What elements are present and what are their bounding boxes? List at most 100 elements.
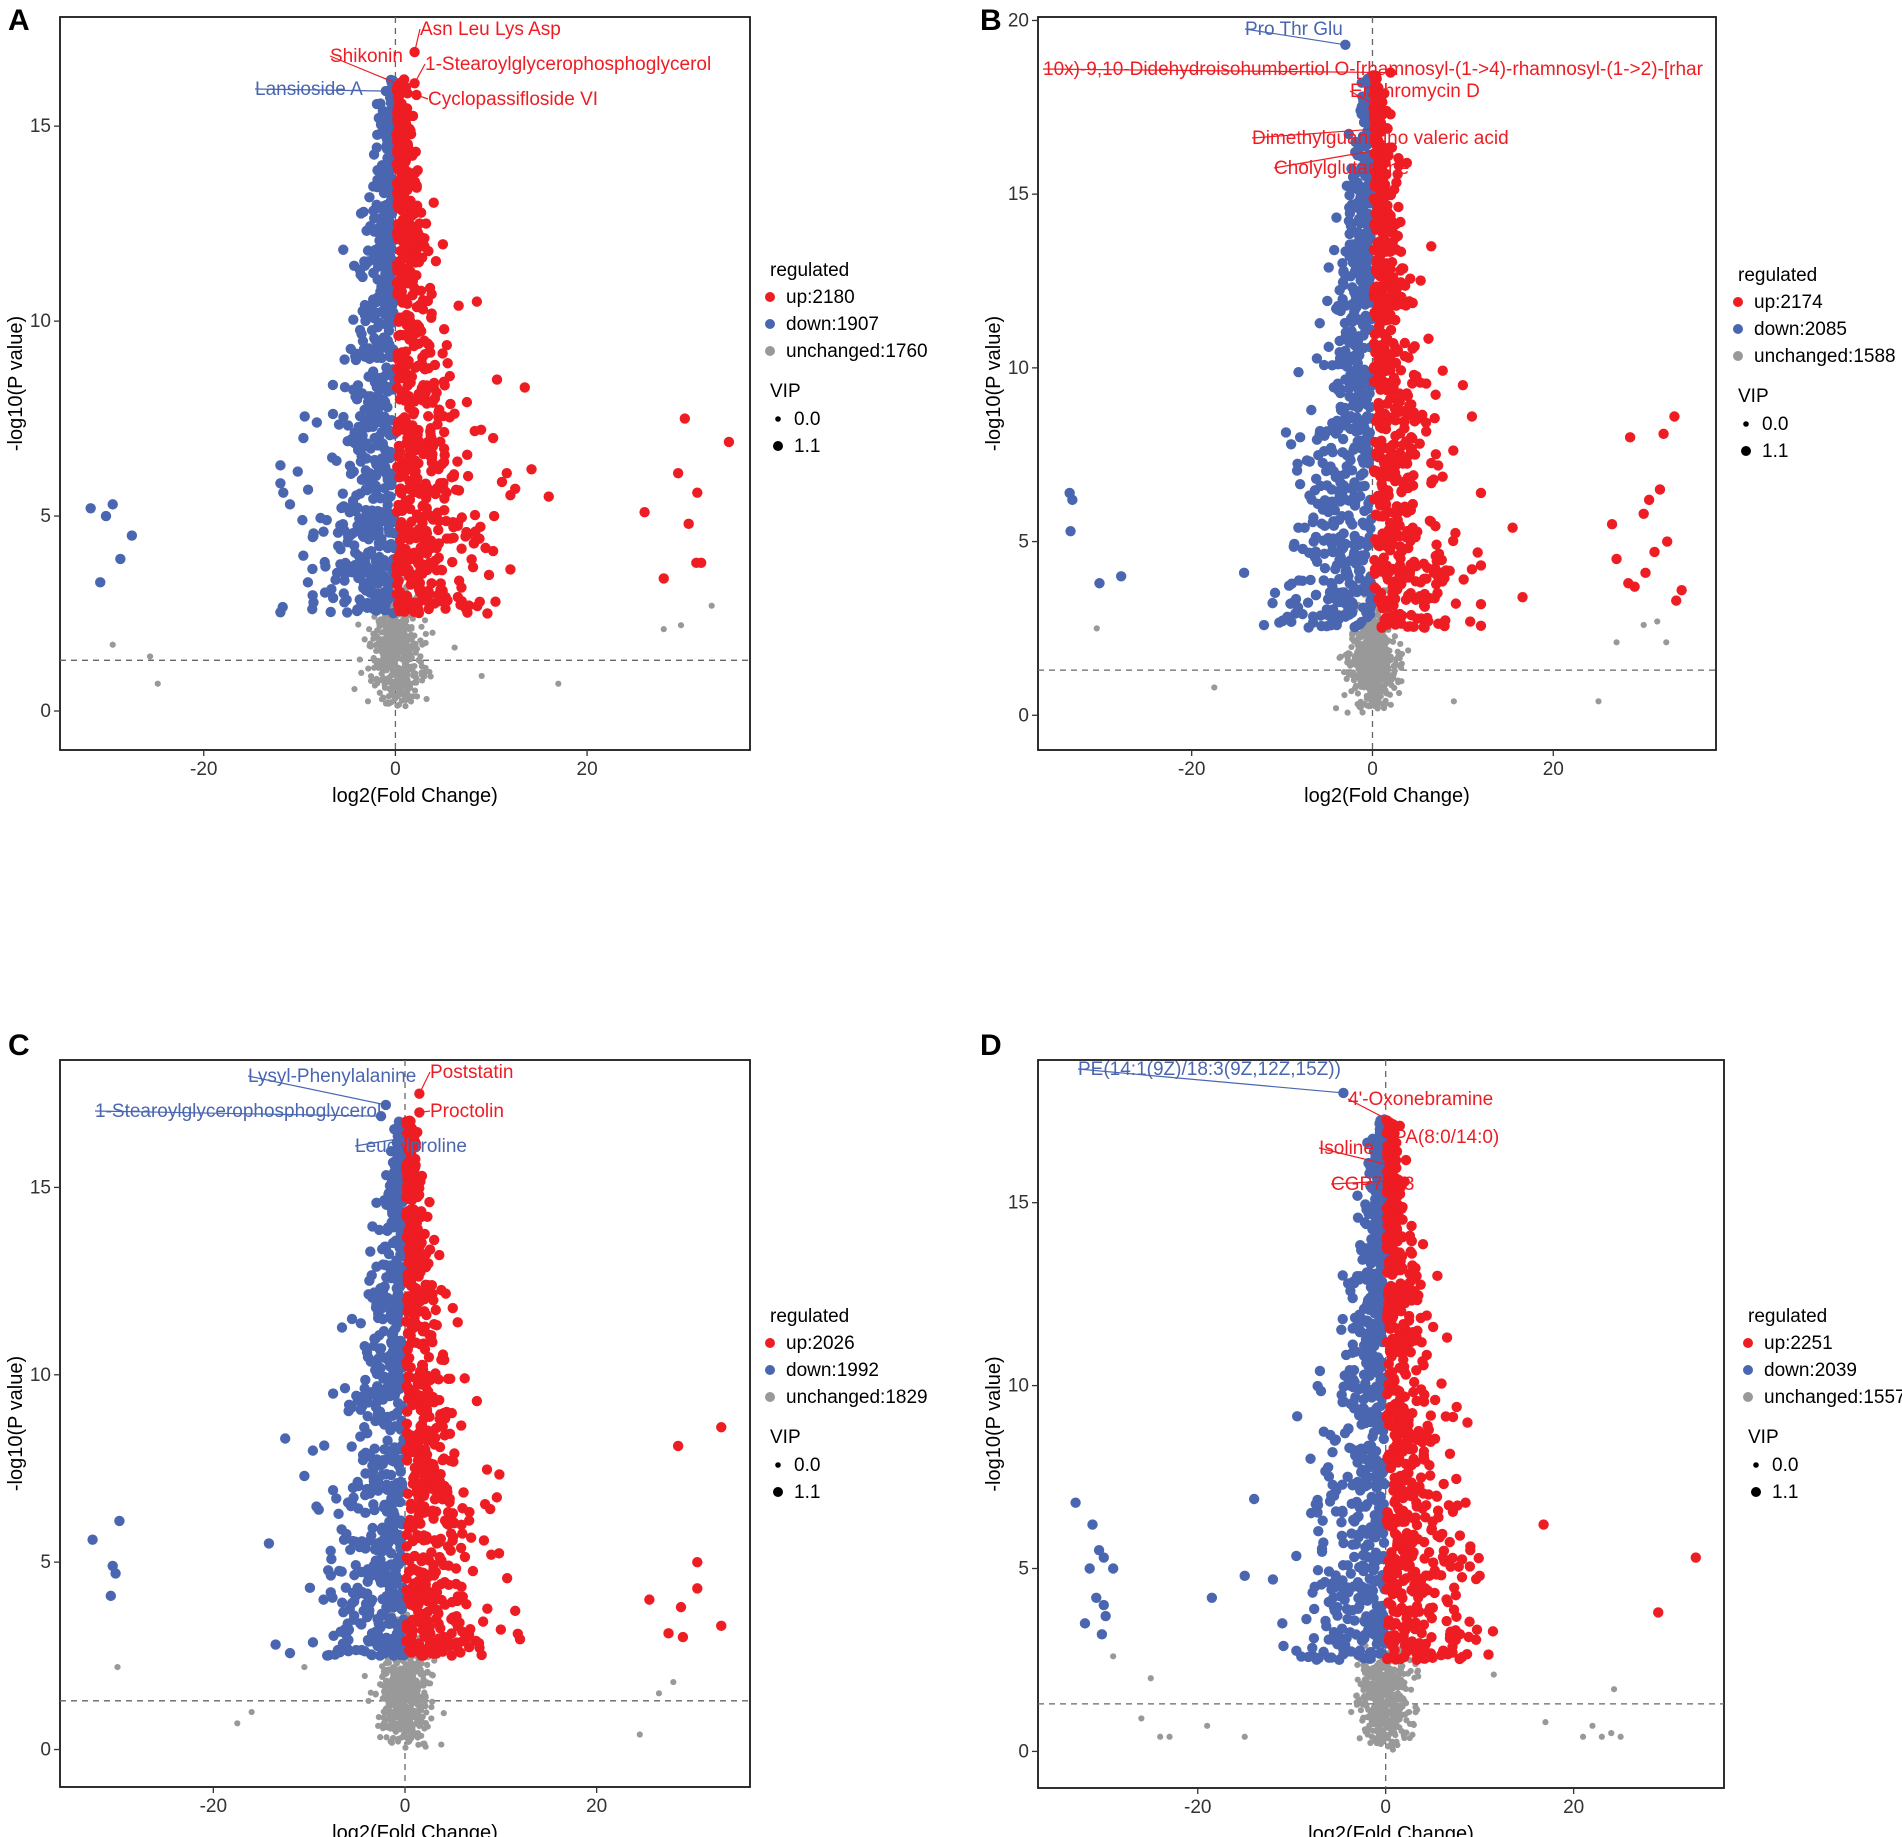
down-point (1297, 575, 1308, 586)
up-point (1378, 596, 1390, 607)
up-point (399, 412, 410, 423)
unchanged-outlier-point (1640, 621, 1647, 629)
up-point (431, 564, 442, 576)
unchanged-point (1387, 701, 1394, 708)
down-point (379, 483, 390, 494)
down-outlier-point (1067, 494, 1078, 506)
unchanged-point (1396, 662, 1403, 669)
down-point (376, 340, 388, 351)
up-point (1430, 389, 1441, 400)
down-point (1350, 426, 1362, 437)
unchanged-point (412, 1677, 419, 1684)
down-point (307, 1445, 319, 1456)
up-point (440, 591, 451, 603)
legend-swatch-down (765, 319, 775, 329)
down-point (381, 1591, 392, 1602)
unchanged-point (391, 649, 398, 657)
down-point (307, 1637, 319, 1648)
down-point (374, 213, 386, 224)
down-point (1346, 299, 1358, 310)
vip-swatch (1741, 446, 1751, 456)
up-point (1369, 329, 1381, 340)
down-point (334, 1647, 346, 1658)
down-point (356, 388, 368, 399)
down-outlier-point (284, 499, 296, 510)
down-point (344, 460, 356, 472)
down-point (1350, 496, 1361, 507)
up-outlier-point (1676, 584, 1687, 596)
y-tick-label: 0 (1018, 705, 1029, 726)
down-point (1358, 467, 1369, 479)
down-point (336, 1322, 348, 1333)
down-point (1356, 453, 1368, 465)
down-point (374, 1460, 386, 1471)
down-point (374, 1224, 385, 1236)
labeled-point (409, 78, 420, 89)
up-outlier-point (1457, 380, 1469, 391)
down-point (1267, 597, 1278, 609)
up-point (1406, 609, 1417, 621)
down-point (1319, 563, 1331, 574)
down-point (373, 1410, 385, 1421)
unchanged-point (390, 636, 398, 643)
up-point (1384, 517, 1396, 529)
down-point (337, 488, 349, 499)
up-point (1378, 552, 1390, 563)
unchanged-point (411, 644, 419, 651)
down-point (364, 192, 375, 203)
up-point (1379, 408, 1390, 420)
down-point (325, 606, 336, 618)
down-point (349, 1569, 360, 1581)
unchanged-point (1375, 642, 1382, 650)
down-point (340, 1582, 352, 1593)
up-point (462, 607, 473, 618)
down-point (1337, 487, 1348, 499)
unchanged-point (408, 1720, 415, 1728)
vip-entry: 1.1 (794, 436, 820, 457)
up-point (441, 339, 453, 351)
up-point (1439, 573, 1450, 584)
down-point (1349, 339, 1360, 351)
unchanged-point (366, 626, 373, 633)
up-point (1420, 595, 1431, 607)
down-point (347, 528, 359, 539)
unchanged-point (1386, 672, 1393, 679)
down-point (319, 587, 331, 598)
up-point (445, 398, 456, 410)
down-point (335, 1626, 346, 1637)
up-outlier-point (1649, 546, 1660, 558)
down-point (298, 550, 309, 561)
down-point (1319, 548, 1330, 559)
down-outlier-point (115, 553, 126, 565)
unchanged-point (367, 673, 375, 680)
panel-B: B Pro Thr Glu10x)-9,10-Didehydroisohumber… (980, 4, 1896, 807)
up-point (1368, 193, 1379, 204)
up-point (475, 424, 487, 435)
unchanged-point (1379, 686, 1386, 693)
legend-entry-unchanged: unchanged:1760 (786, 341, 928, 362)
up-outlier-point (474, 596, 485, 608)
up-point (1428, 567, 1440, 578)
labeled-point (409, 46, 420, 58)
down-point (1338, 587, 1350, 598)
down-point (1286, 616, 1297, 628)
unchanged-point (385, 693, 392, 700)
down-point (366, 1594, 378, 1605)
down-point (357, 1454, 369, 1466)
unchanged-point (421, 1689, 428, 1696)
up-point (1437, 471, 1448, 482)
down-point (1353, 231, 1365, 242)
down-point (352, 444, 364, 456)
up-point (1374, 448, 1385, 459)
up-point (392, 289, 403, 300)
down-point (362, 1576, 373, 1587)
down-point (1351, 481, 1362, 493)
up-point (406, 209, 418, 220)
unchanged-outlier-point (154, 680, 161, 687)
up-point (394, 446, 406, 458)
up-outlier-point (1475, 487, 1487, 499)
x-axis-title: log2(Fold Change) (1304, 785, 1470, 807)
unchanged-point (1391, 663, 1398, 670)
down-point (372, 1484, 384, 1495)
